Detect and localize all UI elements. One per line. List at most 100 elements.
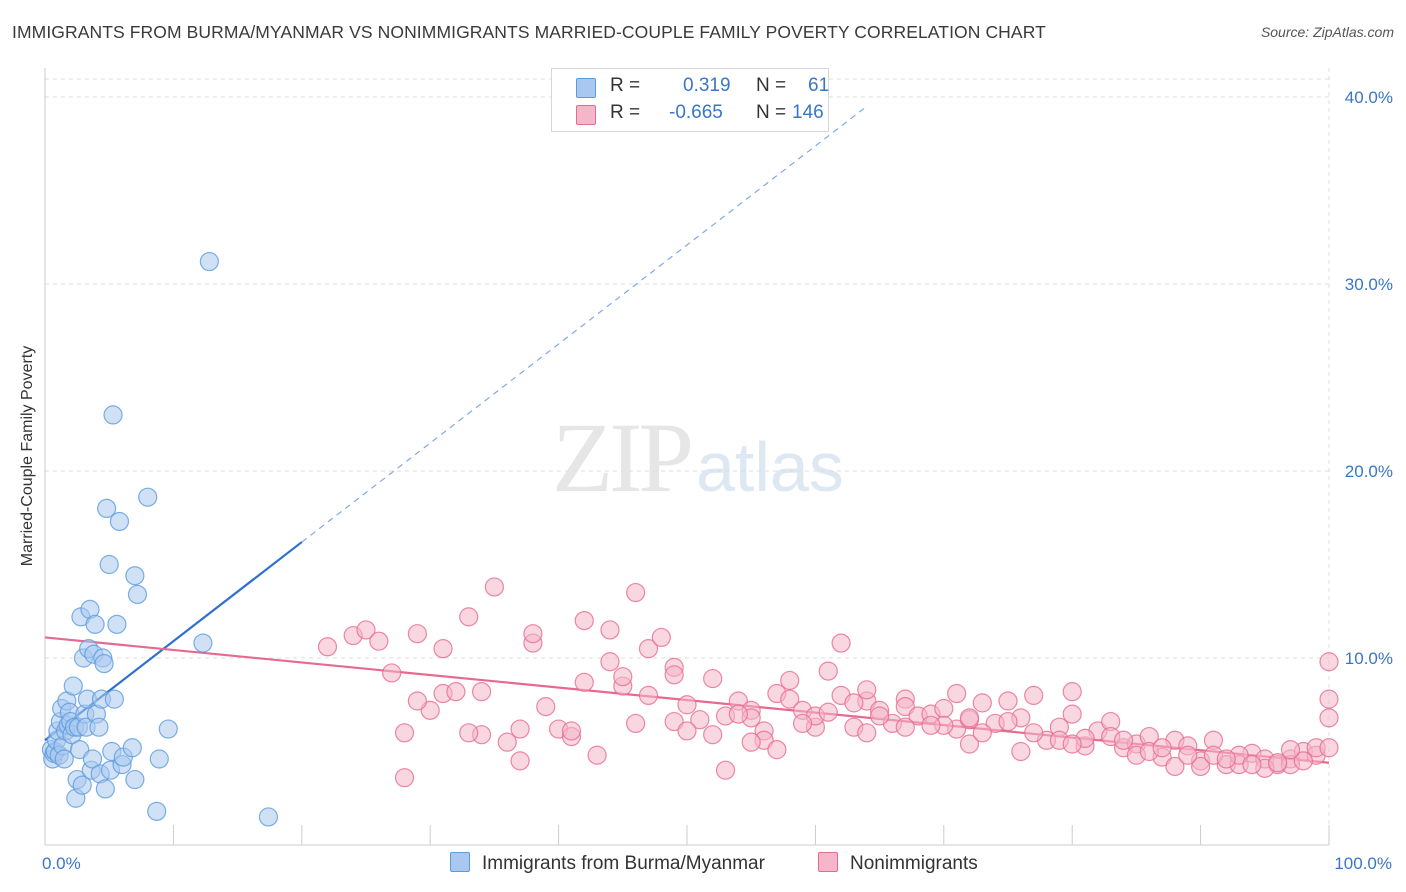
point-nonimmigrant xyxy=(600,620,620,640)
point-burma xyxy=(258,807,279,827)
point-nonimmigrant xyxy=(1024,685,1044,706)
point-nonimmigrant xyxy=(972,693,992,713)
point-nonimmigrant xyxy=(998,711,1018,732)
point-nonimmigrant xyxy=(1062,734,1082,754)
point-burma xyxy=(125,566,145,586)
point-nonimmigrant xyxy=(561,721,582,741)
point-nonimmigrant xyxy=(407,691,427,711)
point-nonimmigrant xyxy=(1152,738,1172,758)
point-burma xyxy=(199,251,219,272)
point-nonimmigrant xyxy=(626,713,646,734)
point-nonimmigrant xyxy=(638,639,659,659)
point-nonimmigrant xyxy=(728,704,748,724)
point-nonimmigrant xyxy=(677,695,697,715)
grid xyxy=(45,78,1329,659)
legend-r-value: 0.319 xyxy=(683,75,731,96)
point-nonimmigrant xyxy=(1011,741,1031,762)
point-nonimmigrant xyxy=(459,723,479,743)
point-burma xyxy=(122,738,142,758)
tick-labels: 10.0% 20.0% 30.0% 40.0% 0.0% 100.0% xyxy=(42,88,1393,873)
point-nonimmigrant xyxy=(780,670,800,691)
legend: R = 0.319 N = 61 R = -0.665 N = 146 xyxy=(551,68,829,132)
point-burma xyxy=(138,487,158,507)
point-burma xyxy=(63,676,83,696)
point-nonimmigrant xyxy=(703,725,723,745)
chart-title: IMMIGRANTS FROM BURMA/MYANMAR VS NONIMMI… xyxy=(12,22,1046,42)
point-nonimmigrant xyxy=(959,708,980,728)
point-nonimmigrant xyxy=(536,697,556,717)
point-nonimmigrant xyxy=(844,693,864,713)
point-nonimmigrant xyxy=(818,661,838,681)
point-nonimmigrant xyxy=(394,768,415,788)
watermark-zip: ZIP xyxy=(552,402,694,513)
point-nonimmigrant xyxy=(690,710,710,730)
point-nonimmigrant xyxy=(613,667,633,687)
bottom-legend-swatch-burma xyxy=(450,852,470,872)
point-nonimmigrant xyxy=(677,721,697,741)
point-nonimmigrant xyxy=(1190,756,1211,777)
legend-n-value: 61 xyxy=(808,75,830,96)
legend-swatch-burma xyxy=(576,78,596,98)
point-burma xyxy=(89,717,109,737)
legend-r-label: R = xyxy=(610,75,641,96)
point-nonimmigrant xyxy=(369,631,389,651)
point-nonimmigrant xyxy=(1268,753,1288,773)
point-nonimmigrant xyxy=(1242,754,1262,775)
point-burma xyxy=(82,749,103,769)
point-burma xyxy=(70,740,90,760)
point-burma xyxy=(104,689,124,709)
point-nonimmigrant xyxy=(459,607,479,627)
legend-n-label: N = xyxy=(756,102,787,123)
point-burma xyxy=(99,554,119,575)
point-burma xyxy=(158,719,178,739)
point-burma xyxy=(85,614,105,634)
point-burma xyxy=(127,584,148,605)
point-burma xyxy=(193,633,213,653)
point-nonimmigrant xyxy=(484,577,504,597)
point-nonimmigrant xyxy=(959,734,980,754)
point-burma xyxy=(109,511,130,532)
point-nonimmigrant xyxy=(857,680,877,700)
point-nonimmigrant xyxy=(626,582,646,603)
point-nonimmigrant xyxy=(895,697,915,717)
point-burma xyxy=(72,775,92,795)
point-nonimmigrant xyxy=(574,610,594,631)
point-nonimmigrant xyxy=(1319,652,1339,672)
point-burma xyxy=(107,614,127,634)
point-nonimmigrant xyxy=(356,620,376,640)
bottom-legend-swatch-nonimmigrants xyxy=(818,852,838,872)
point-burma xyxy=(147,801,167,821)
point-nonimmigrant xyxy=(510,751,530,771)
point-nonimmigrant xyxy=(420,700,440,720)
bottom-legend-label-nonimmigrants: Nonimmigrants xyxy=(850,853,978,874)
trend-line-burma-extension xyxy=(301,105,868,543)
point-nonimmigrant xyxy=(664,711,684,732)
point-nonimmigrant xyxy=(317,637,338,657)
point-nonimmigrant xyxy=(1062,682,1082,702)
point-nonimmigrant xyxy=(1178,745,1198,765)
x-tick-label-max: 100.0% xyxy=(1334,854,1392,873)
point-nonimmigrant xyxy=(1319,689,1339,709)
point-nonimmigrant xyxy=(600,652,620,672)
point-nonimmigrant xyxy=(998,691,1018,711)
point-burma xyxy=(103,405,123,425)
point-nonimmigrant xyxy=(1113,730,1134,750)
point-nonimmigrant xyxy=(947,683,967,704)
y-tick-label: 10.0% xyxy=(1345,649,1393,668)
legend-r-value: -0.665 xyxy=(669,102,723,123)
point-nonimmigrant xyxy=(1319,708,1339,728)
bottom-legend-nonimmigrants: Nonimmigrants xyxy=(818,852,978,875)
point-nonimmigrant xyxy=(407,624,427,644)
point-nonimmigrant xyxy=(1280,740,1301,760)
point-burma xyxy=(54,749,74,769)
bottom-legend-label-burma: Immigrants from Burma/Myanmar xyxy=(482,853,765,874)
point-nonimmigrant xyxy=(664,665,684,685)
point-nonimmigrant xyxy=(574,672,594,692)
source-label: Source: ZipAtlas.com xyxy=(1260,24,1394,40)
legend-n-value: 146 xyxy=(792,102,824,123)
point-nonimmigrant xyxy=(767,740,787,760)
point-nonimmigrant xyxy=(715,760,736,780)
point-nonimmigrant xyxy=(934,698,954,719)
point-nonimmigrant xyxy=(921,715,941,735)
